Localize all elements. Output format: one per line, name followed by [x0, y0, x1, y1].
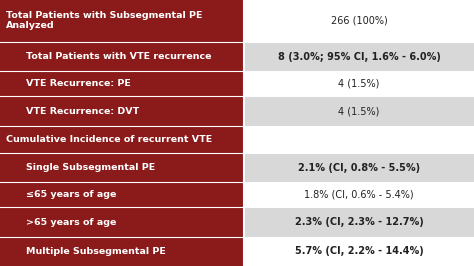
Bar [0, 237, 244, 266]
Text: Total Patients with VTE recurrence: Total Patients with VTE recurrence [26, 52, 211, 61]
Bar [244, 96, 474, 126]
Bar [0, 96, 244, 126]
Text: Multiple Subsegmental PE: Multiple Subsegmental PE [26, 247, 166, 256]
Text: ≤65 years of age: ≤65 years of age [26, 190, 117, 199]
Bar [244, 182, 474, 207]
Text: Single Subsegmental PE: Single Subsegmental PE [26, 163, 155, 172]
Bar [0, 207, 244, 237]
Bar [244, 237, 474, 266]
Text: 4 (1.5%): 4 (1.5%) [338, 106, 380, 116]
Bar [244, 207, 474, 237]
Bar [244, 126, 474, 153]
Bar [244, 153, 474, 182]
Bar [0, 182, 244, 207]
Bar [244, 0, 474, 42]
Text: >65 years of age: >65 years of age [26, 218, 117, 227]
Bar [0, 153, 244, 182]
Text: Total Patients with Subsegmental PE
Analyzed: Total Patients with Subsegmental PE Anal… [6, 11, 202, 31]
Text: 2.3% (CI, 2.3% - 12.7%): 2.3% (CI, 2.3% - 12.7%) [295, 217, 423, 227]
Bar [0, 126, 244, 153]
Text: VTE Recurrence: DVT: VTE Recurrence: DVT [26, 106, 139, 115]
Text: Cumulative Incidence of recurrent VTE: Cumulative Incidence of recurrent VTE [6, 135, 212, 144]
Text: 266 (100%): 266 (100%) [331, 16, 387, 26]
Text: 4 (1.5%): 4 (1.5%) [338, 79, 380, 89]
Bar [0, 42, 244, 71]
Bar [244, 71, 474, 96]
Bar [0, 71, 244, 96]
Text: 1.8% (CI, 0.6% - 5.4%): 1.8% (CI, 0.6% - 5.4%) [304, 190, 414, 200]
Bar [0, 0, 244, 42]
Text: 8 (3.0%; 95% CI, 1.6% - 6.0%): 8 (3.0%; 95% CI, 1.6% - 6.0%) [278, 52, 440, 61]
Bar [244, 42, 474, 71]
Text: 2.1% (CI, 0.8% - 5.5%): 2.1% (CI, 0.8% - 5.5%) [298, 163, 420, 173]
Text: 5.7% (CI, 2.2% - 14.4%): 5.7% (CI, 2.2% - 14.4%) [295, 246, 423, 256]
Text: VTE Recurrence: PE: VTE Recurrence: PE [26, 79, 131, 88]
